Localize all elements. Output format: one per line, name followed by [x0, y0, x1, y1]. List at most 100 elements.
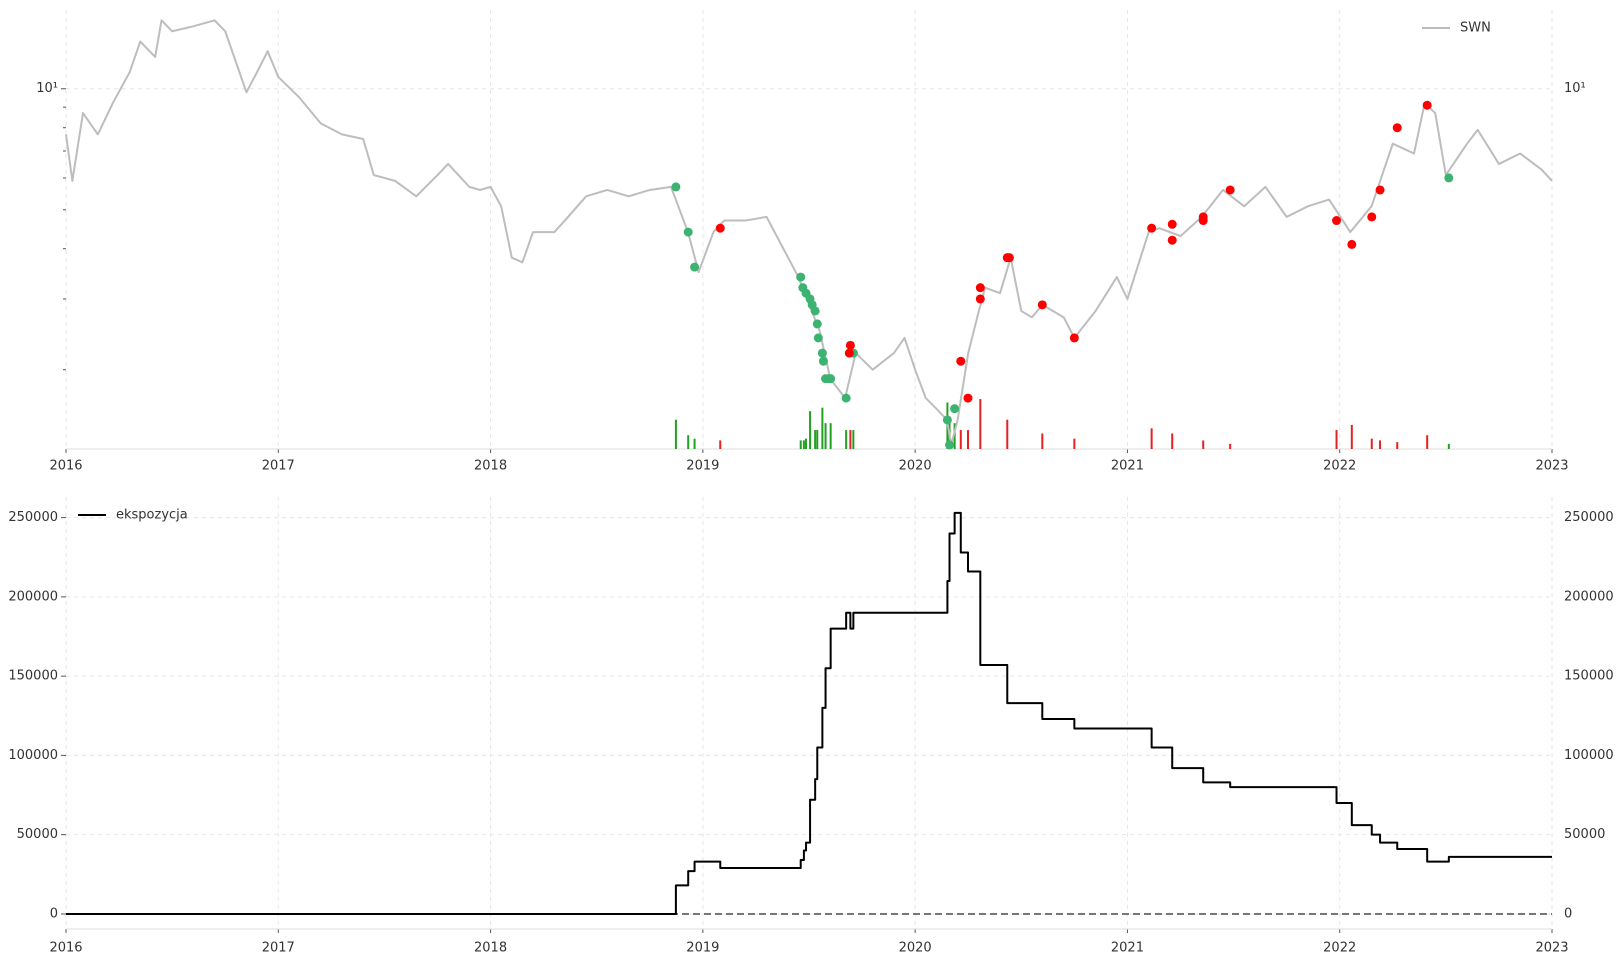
trade-bar [805, 438, 808, 449]
trade-bar [824, 423, 827, 449]
trade-bar [1006, 419, 1009, 449]
signal-marker [1167, 219, 1177, 229]
signal-marker [1422, 100, 1432, 110]
trade-bar [674, 419, 677, 449]
trade-bar [1379, 440, 1382, 449]
signal-marker [963, 393, 973, 403]
signal-marker [812, 319, 822, 329]
signal-marker [1392, 123, 1402, 133]
trade-bar [809, 411, 812, 449]
x-tick-label: 2021 [1111, 459, 1144, 474]
trade-bar [1370, 438, 1373, 449]
signal-marker [945, 440, 955, 450]
trade-bar [1073, 438, 1076, 449]
y-tick-label-right: 150000 [1564, 669, 1614, 684]
y-tick-label: 0 [50, 906, 58, 921]
x-tick-label: 2019 [686, 459, 719, 474]
x-tick-label: 2020 [899, 941, 932, 956]
signal-marker [950, 404, 960, 414]
signal-marker [818, 356, 828, 366]
signal-marker [841, 393, 851, 403]
y-tick-label: 10¹ [36, 81, 58, 96]
y-tick-label: 100000 [8, 748, 58, 763]
trade-bar [849, 430, 852, 449]
trade-bar [953, 423, 956, 449]
x-tick-label: 2023 [1535, 459, 1568, 474]
y-tick-label: 50000 [17, 827, 58, 842]
trade-bar [719, 440, 722, 449]
trade-bar [816, 430, 819, 449]
trade-bar [845, 430, 848, 449]
x-tick-label: 2016 [49, 941, 82, 956]
x-tick-label: 2018 [474, 941, 507, 956]
signal-marker [690, 262, 700, 272]
series-line [66, 511, 1552, 915]
x-tick-label: 2018 [474, 459, 507, 474]
legend-label: SWN [1460, 21, 1491, 36]
trade-bar [967, 430, 970, 449]
signal-marker [671, 182, 681, 192]
trade-bar [1041, 433, 1044, 449]
x-tick-label: 2020 [899, 459, 932, 474]
trade-bar [1150, 428, 1153, 449]
x-tick-label: 2023 [1535, 941, 1568, 956]
x-tick-label: 2022 [1323, 459, 1356, 474]
trade-bar [852, 430, 855, 449]
trade-bar [814, 430, 817, 449]
x-tick-label: 2022 [1323, 941, 1356, 956]
signal-marker [1147, 223, 1157, 233]
trade-bar [1335, 430, 1338, 449]
y-tick-label-right: 200000 [1564, 589, 1614, 604]
y-tick-label-right: 10¹ [1564, 81, 1586, 96]
signal-marker [1037, 300, 1047, 310]
signal-marker [826, 374, 836, 384]
trade-bar [821, 407, 824, 449]
signal-marker [975, 283, 985, 293]
trade-bar [802, 440, 805, 449]
signal-marker [956, 356, 966, 366]
y-tick-label: 200000 [8, 589, 58, 604]
signal-marker [1225, 185, 1235, 195]
signal-marker [796, 272, 806, 282]
trade-bar [687, 435, 690, 449]
trade-bar [1396, 442, 1399, 449]
signal-marker [845, 340, 855, 350]
signal-marker [813, 333, 823, 343]
signal-marker [1444, 173, 1454, 183]
signal-marker [1198, 216, 1208, 226]
trade-bar [829, 423, 832, 449]
signal-marker [810, 306, 820, 316]
signal-marker [1167, 235, 1177, 245]
signal-marker [942, 415, 952, 425]
x-tick-label: 2017 [262, 941, 295, 956]
trade-bar [693, 438, 696, 449]
trade-bar [1426, 435, 1429, 449]
signal-marker [683, 227, 693, 237]
signal-marker [844, 348, 854, 358]
y-tick-label-right: 250000 [1564, 510, 1614, 525]
x-tick-label: 2019 [686, 941, 719, 956]
signal-marker [1069, 333, 1079, 343]
y-tick-label-right: 50000 [1564, 827, 1605, 842]
trade-bar [979, 399, 982, 449]
signal-marker [1367, 212, 1377, 222]
y-tick-label: 150000 [8, 669, 58, 684]
y-tick-label-right: 0 [1564, 906, 1572, 921]
signal-marker [1375, 185, 1385, 195]
trade-bar [959, 430, 962, 449]
trade-bar [1171, 433, 1174, 449]
signal-marker [817, 348, 827, 358]
signal-marker [975, 294, 985, 304]
trade-bar [1202, 440, 1205, 449]
signal-marker [1347, 239, 1357, 249]
signal-marker [715, 223, 725, 233]
series-line [65, 19, 1553, 446]
x-tick-label: 2021 [1111, 941, 1144, 956]
trade-bar [1447, 443, 1450, 449]
x-tick-label: 2017 [262, 459, 295, 474]
x-tick-label: 2016 [49, 459, 82, 474]
signal-marker [1332, 216, 1342, 226]
trade-bar [1350, 424, 1353, 449]
y-tick-label: 250000 [8, 510, 58, 525]
